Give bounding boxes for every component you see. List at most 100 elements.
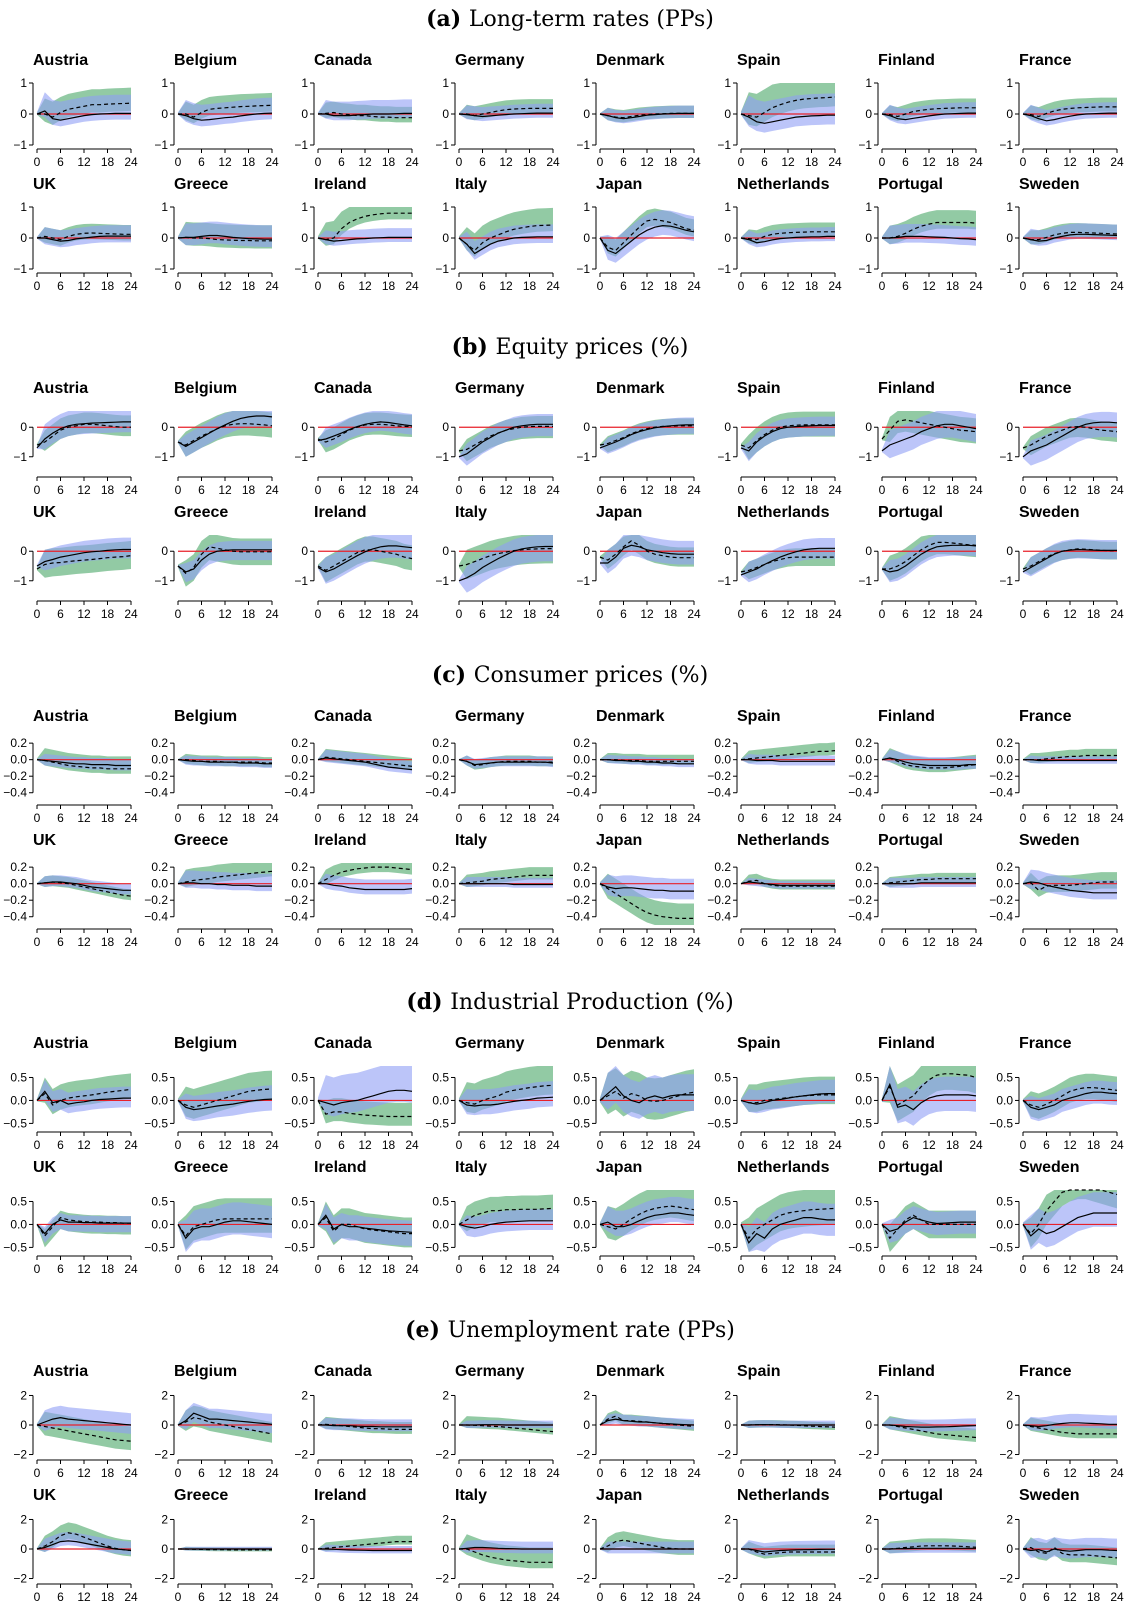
solid-line: [177, 1220, 273, 1240]
y-tick-label: −1: [294, 450, 308, 464]
y-tick-label: 0.5: [714, 1194, 731, 1208]
y-tick-label: −0.2: [848, 893, 872, 907]
dashed-line: [36, 423, 131, 446]
solid-line: [740, 1217, 835, 1244]
dashed-line: [882, 1545, 977, 1550]
y-tick-label: 1: [865, 200, 872, 214]
dashed-line: [317, 549, 413, 572]
x-tick-label: 12: [640, 279, 654, 293]
dashed-line: [177, 870, 273, 885]
y-tick-label: −0.2: [284, 893, 308, 907]
blue-band: [178, 1202, 272, 1252]
y-tick-label: 0.5: [291, 1194, 308, 1208]
x-tick-label: 0: [315, 1262, 322, 1276]
country-label: Austria: [33, 1363, 88, 1380]
x-tick-label: 12: [640, 1466, 654, 1480]
section-letter: (b): [452, 334, 496, 360]
y-tick-label: 0: [724, 1542, 731, 1556]
y-tick-label: −1: [999, 262, 1013, 276]
subplot-canada: Canada −0.5 0.0 0.5 0 6 12 18 24: [284, 1035, 419, 1152]
dashed-line: [599, 1090, 695, 1103]
country-label: Germany: [455, 708, 524, 725]
blue-band: [318, 535, 412, 584]
dashed-line: [178, 1548, 272, 1551]
x-tick-label: 12: [781, 1466, 795, 1480]
dashed-line: [458, 548, 553, 567]
y-tick-label: 0.5: [291, 1070, 308, 1084]
y-tick-label: −0.5: [707, 1240, 731, 1254]
x-tick-label: 24: [828, 1466, 842, 1480]
dashed-line: [36, 1424, 132, 1442]
y-tick-label: 0.5: [996, 1194, 1013, 1208]
x-tick-label: 0: [34, 811, 41, 825]
subplot-greece: Greece −2 0 2 0 6 12 18 24: [154, 1487, 279, 1602]
x-tick-label: 0: [456, 483, 463, 497]
blue-band: [459, 877, 553, 888]
country-label: Denmark: [596, 1035, 665, 1052]
x-tick-label: 0: [175, 279, 182, 293]
x-tick-label: 12: [218, 1262, 232, 1276]
x-tick-label: 0: [738, 1138, 745, 1152]
y-tick-label: 1: [301, 200, 308, 214]
x-tick-label: 0: [456, 935, 463, 949]
x-tick-label: 18: [242, 1138, 256, 1152]
blue-band: [741, 93, 835, 133]
y-tick-label: 2: [442, 1388, 449, 1402]
x-tick-label: 24: [969, 1466, 983, 1480]
country-label: Austria: [33, 708, 88, 725]
y-tick-label: 0.2: [573, 736, 590, 750]
blue-band: [178, 97, 272, 127]
dashed-line: [177, 546, 272, 575]
x-tick-label: 6: [479, 1262, 486, 1276]
y-tick-label: 1: [442, 200, 449, 214]
x-tick-label: 12: [358, 935, 372, 949]
x-tick-label: 6: [1043, 1466, 1050, 1480]
y-tick-label: 0: [1006, 544, 1013, 558]
x-tick-label: 24: [1110, 279, 1124, 293]
subplot-portugal: Portugal −0.5 0.0 0.5 0 6 12 18 24: [848, 1159, 983, 1276]
x-tick-label: 24: [124, 155, 138, 169]
x-tick-label: 6: [479, 279, 486, 293]
blue-band: [459, 103, 553, 122]
x-tick-label: 24: [1110, 607, 1124, 621]
solid-line: [36, 1090, 131, 1105]
subplot-italy: Italy −1 0 1 0 6 12 18 24: [435, 176, 560, 293]
country-label: Germany: [455, 1363, 524, 1380]
y-tick-label: 0: [442, 107, 449, 121]
x-tick-label: 12: [77, 1590, 91, 1602]
x-tick-label: 18: [101, 935, 115, 949]
x-tick-label: 0: [34, 607, 41, 621]
x-tick-label: 12: [499, 1590, 513, 1602]
country-label: Italy: [455, 1159, 487, 1176]
dashed-line: [599, 540, 694, 561]
x-tick-label: 0: [175, 483, 182, 497]
dashed-line: [1023, 754, 1117, 761]
x-tick-label: 0: [738, 1590, 745, 1602]
country-label: Germany: [455, 1035, 524, 1052]
y-tick-label: 0.5: [10, 1070, 27, 1084]
section-title: (e) Unemployment rate (PPs): [405, 1317, 735, 1343]
x-tick-label: 0: [175, 935, 182, 949]
x-tick-label: 24: [265, 607, 279, 621]
y-tick-label: 0: [865, 1542, 872, 1556]
solid-line: [177, 415, 273, 448]
y-tick-label: −0.4: [989, 786, 1013, 800]
x-tick-label: 6: [57, 1590, 64, 1602]
subplot-spain: Spain −0.5 0.0 0.5 0 6 12 18 24: [707, 1035, 842, 1152]
solid-line: [1022, 1212, 1117, 1237]
y-tick-label: 0.0: [855, 877, 872, 891]
y-tick-label: 0: [1006, 420, 1013, 434]
subplot-belgium: Belgium −1 0 1 0 6 12 18 24: [154, 52, 279, 169]
y-tick-label: −0.2: [848, 769, 872, 783]
y-tick-label: 1: [301, 76, 308, 90]
blue-band: [37, 753, 131, 771]
y-tick-label: −0.5: [566, 1240, 590, 1254]
y-tick-label: 0: [724, 420, 731, 434]
y-tick-label: −0.4: [566, 910, 590, 924]
solid-line: [317, 1214, 413, 1233]
blue-band: [318, 228, 412, 246]
y-tick-label: −1: [294, 262, 308, 276]
y-tick-label: 0: [161, 544, 168, 558]
x-tick-label: 24: [405, 811, 419, 825]
